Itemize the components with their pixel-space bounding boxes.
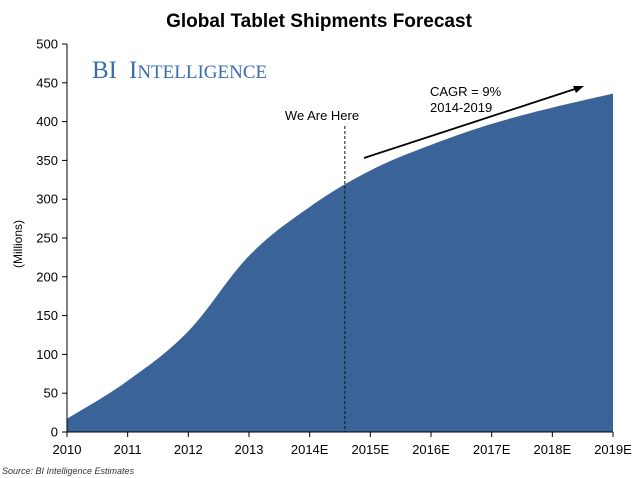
source-note: Source: BI Intelligence Estimates: [2, 466, 135, 476]
x-tick-label-2010: 2010: [53, 442, 82, 457]
brand-ntelligence: NTELLIGENCE: [137, 62, 267, 83]
y-axis-label: (Millions): [11, 220, 25, 268]
x-tick-label-2011: 2011: [114, 442, 142, 457]
cagr-label-line2: 2014-2019: [430, 100, 492, 115]
x-tick-label-2015E: 2015E: [352, 442, 390, 457]
y-tick-label-300: 300: [36, 192, 58, 207]
y-tick-label-100: 100: [36, 347, 58, 362]
x-tick-label-2017E: 2017E: [473, 442, 511, 457]
chart-title: Global Tablet Shipments Forecast: [166, 11, 472, 32]
x-tick-label-2013: 2013: [235, 442, 264, 457]
x-axis-ticks: 2010 2011 2012 2013 2014E 2015E 2016E 2017E 2018…: [53, 432, 632, 457]
brand-i: I: [129, 57, 137, 84]
y-tick-label-50: 50: [44, 386, 58, 401]
y-tick-label-450: 450: [36, 75, 58, 90]
y-tick-label-500: 500: [36, 37, 58, 52]
cagr-label-line1: CAGR = 9%: [430, 84, 502, 99]
y-tick-label-0: 0: [51, 425, 58, 440]
we-are-here-label: We Are Here: [285, 108, 359, 123]
x-tick-label-2014E: 2014E: [291, 442, 329, 457]
y-tick-label-200: 200: [36, 269, 58, 284]
brand-logo: BI INTELLIGENCE: [92, 57, 267, 84]
x-tick-label-2018E: 2018E: [534, 442, 572, 457]
y-tick-label-400: 400: [36, 114, 58, 129]
x-tick-label-2012: 2012: [174, 442, 203, 457]
y-tick-label-350: 350: [36, 153, 58, 168]
cagr-arrow: [363, 86, 584, 159]
area-series: [66, 93, 614, 432]
y-tick-label-250: 250: [36, 231, 58, 246]
area-fill: [67, 93, 613, 432]
brand-bi: BI: [92, 57, 117, 84]
x-tick-label-2019E: 2019E: [594, 442, 632, 457]
x-tick-label-2016E: 2016E: [412, 442, 450, 457]
y-axis-ticks: 0 50 100 150 200 250 300 350 400 450 500: [36, 37, 67, 440]
y-tick-label-150: 150: [36, 308, 58, 323]
